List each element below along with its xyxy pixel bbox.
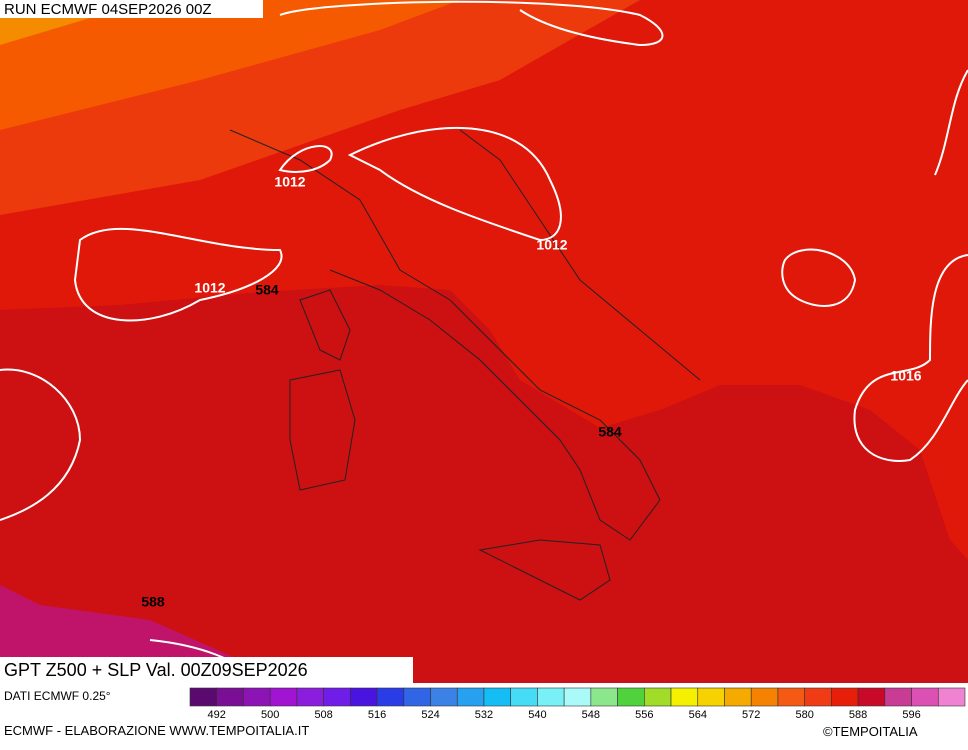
- isobar: [781, 248, 857, 307]
- legend-swatch: [670, 687, 699, 707]
- legend-swatch: [777, 687, 805, 707]
- coastline: [478, 539, 611, 601]
- credit: ECMWF - ELABORAZIONE WWW.TEMPOITALIA.IT: [4, 723, 309, 738]
- legend-swatch: [563, 687, 592, 707]
- legend-swatch: [590, 687, 618, 707]
- legend-swatch: [376, 687, 405, 707]
- height-label: 584: [255, 282, 279, 298]
- legend-swatch: [644, 687, 672, 707]
- legend-swatch: [243, 687, 271, 707]
- legend: 492 500 508 516 524 532 540 548 556 564 572 580 588 5…: [189, 687, 966, 721]
- legend-swatch: [269, 687, 298, 707]
- map: 1012 1012 1012 1016 584 584 588: [0, 0, 968, 684]
- legend-swatch: [750, 687, 779, 707]
- legend-swatch: [189, 687, 218, 707]
- legend-swatch: [216, 687, 244, 707]
- legend-swatch: [884, 687, 912, 707]
- isobar-label: 1012: [536, 237, 567, 253]
- legend-swatch: [510, 687, 538, 707]
- legend-swatch: [430, 687, 458, 707]
- legend-label: 500: [261, 709, 279, 721]
- height-label: 584: [598, 424, 622, 440]
- coastline: [229, 129, 661, 541]
- legend-label: 540: [528, 709, 546, 721]
- coastline: [289, 289, 356, 491]
- run-label: RUN ECMWF 04SEP2026 00Z: [4, 1, 212, 18]
- legend-swatch: [456, 687, 485, 707]
- coastline: [459, 129, 701, 381]
- legend-label: 524: [421, 709, 439, 721]
- legend-label: 492: [208, 709, 226, 721]
- legend-label: 516: [368, 709, 386, 721]
- run-box: [0, 0, 263, 18]
- legend-label: 588: [849, 709, 867, 721]
- legend-label: 532: [475, 709, 493, 721]
- legend-label: 556: [635, 709, 653, 721]
- legend-swatch: [537, 687, 565, 707]
- legend-swatch: [323, 687, 351, 707]
- legend-swatch: [911, 687, 939, 707]
- isobar-label: 1012: [274, 174, 305, 190]
- isobar: [934, 69, 968, 176]
- legend-label: 564: [689, 709, 707, 721]
- isobar: [279, 0, 664, 47]
- legend-swatch: [697, 687, 725, 707]
- isobar: [853, 254, 968, 462]
- title-box: [0, 657, 413, 683]
- legend-swatch: [857, 687, 886, 707]
- legend-swatch: [350, 687, 378, 707]
- legend-label: 580: [795, 709, 813, 721]
- source: DATI ECMWF 0.25°: [4, 689, 111, 703]
- field-576: [0, 0, 460, 130]
- legend-swatch: [483, 687, 511, 707]
- legend-swatch: [296, 687, 324, 707]
- legend-label: 508: [314, 709, 332, 721]
- legend-label: 548: [582, 709, 600, 721]
- legend-swatch: [724, 687, 752, 707]
- legend-swatch: [403, 687, 431, 707]
- isobar: [0, 368, 82, 521]
- isobar: [347, 127, 562, 242]
- legend-swatch: [617, 687, 645, 707]
- isobar: [278, 145, 333, 173]
- isobar-label: 1012: [194, 280, 225, 296]
- legend-swatch: [804, 687, 832, 707]
- legend-swatch: [937, 687, 966, 707]
- height-label: 588: [141, 594, 165, 610]
- legend-label: 596: [902, 709, 920, 721]
- legend-label: 572: [742, 709, 760, 721]
- copyright: ©TEMPOITALIA: [823, 724, 918, 739]
- isobar: [73, 227, 283, 322]
- isobar-label: 1016: [890, 368, 921, 384]
- map-title: GPT Z500 + SLP Val. 00Z09SEP2026: [4, 660, 308, 680]
- legend-swatch: [831, 687, 859, 707]
